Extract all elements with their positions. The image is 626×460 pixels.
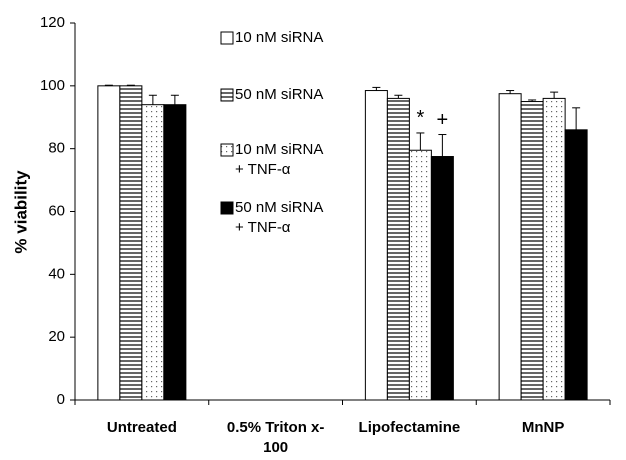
y-tick-label: 20	[48, 328, 65, 345]
bar	[386, 97, 410, 401]
annotation: +	[437, 109, 449, 131]
x-tick-label: 0.5% Triton x- 100	[226, 419, 325, 456]
y-tick-label: 120	[40, 14, 65, 31]
legend-label: 10 nM siRNA	[235, 29, 324, 46]
error-bar	[572, 107, 581, 130]
error-bar	[394, 94, 403, 99]
bar	[97, 85, 121, 401]
error-bar	[506, 90, 515, 94]
bar	[520, 101, 544, 401]
y-tick-label: 0	[57, 391, 65, 408]
bar	[498, 93, 522, 401]
bar	[564, 129, 588, 401]
bar	[408, 149, 432, 401]
error-bar	[104, 84, 113, 86]
error-bar	[126, 84, 135, 86]
x-tick-label: MnNP	[521, 419, 565, 436]
annotation: *	[416, 107, 424, 129]
y-tick-label: 100	[40, 77, 65, 94]
error-bar	[550, 91, 559, 99]
bar	[119, 85, 143, 401]
error-bar	[170, 94, 179, 105]
y-tick-label: 60	[48, 202, 65, 219]
bar	[430, 156, 454, 401]
legend-label: 50 nM siRNA + TNF-α	[235, 199, 324, 236]
bar	[542, 97, 566, 401]
x-tick-label: Lipofectamine	[358, 419, 461, 436]
bar	[141, 104, 165, 401]
x-tick-label: Untreated	[106, 419, 177, 436]
legend-swatch	[220, 31, 234, 45]
legend-swatch	[220, 88, 234, 102]
legend-label: 50 nM siRNA	[235, 86, 324, 103]
legend-label: 10 nM siRNA + TNF-α	[235, 141, 324, 178]
bar	[364, 90, 388, 401]
error-bar	[438, 134, 447, 157]
error-bar	[148, 94, 157, 105]
y-tick-label: 40	[48, 265, 65, 282]
error-bar	[372, 86, 381, 91]
legend-swatch	[220, 201, 234, 215]
bar	[163, 104, 187, 401]
y-tick-label: 80	[48, 140, 65, 157]
error-bar	[528, 99, 537, 102]
error-bar	[416, 132, 425, 151]
legend-swatch	[220, 143, 234, 157]
y-axis-title: % viability	[11, 170, 30, 254]
